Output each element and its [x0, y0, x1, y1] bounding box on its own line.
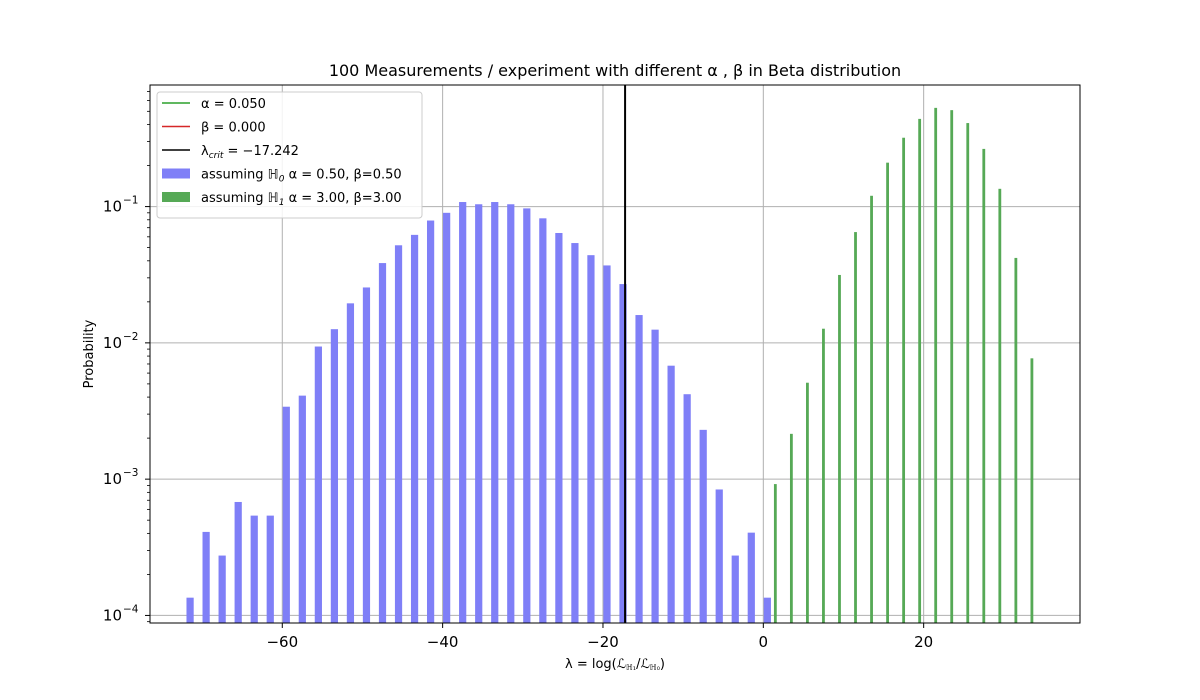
legend-label: α = 0.050: [201, 97, 266, 112]
h1-bar: [870, 195, 873, 623]
h1-bar: [789, 433, 793, 623]
y-tick-label-exponent: −3: [123, 467, 138, 479]
x-axis-label-part: ): [660, 657, 665, 672]
h0-bar: [346, 303, 355, 623]
h0-bar: [218, 555, 226, 623]
bars-group: [186, 107, 1034, 623]
h0-bar: [715, 489, 723, 623]
h1-bar: [934, 107, 938, 623]
x-tick-label: 0: [759, 633, 769, 651]
x-tick-label: −40: [427, 633, 459, 651]
chart-title: 100 Measurements / experiment with diffe…: [329, 61, 901, 80]
h0-bar: [330, 329, 339, 623]
h1-bar: [886, 162, 889, 623]
legend-label: β = 0.000: [201, 121, 266, 136]
h1-bar: [1014, 257, 1018, 623]
h0-bar: [475, 204, 483, 623]
h0-bar: [282, 406, 290, 623]
legend-label-part: = −17.242: [223, 144, 299, 159]
h0-bar: [555, 232, 563, 623]
legend-label-part: α = 3.00, β=3.00: [284, 191, 401, 206]
h0-bar: [298, 395, 306, 623]
legend-label-part: = 0.050: [210, 97, 266, 112]
h0-bar: [362, 287, 371, 623]
x-tick-label: −60: [266, 633, 298, 651]
h0-bar: [186, 597, 194, 623]
legend-label-part: β: [201, 121, 209, 136]
legend-label-subscript: 1: [279, 198, 285, 208]
legend-label: λcrit = −17.242: [201, 144, 299, 161]
h0-bar: [266, 515, 274, 623]
h0-bar: [314, 346, 322, 623]
h0-bar: [731, 555, 739, 623]
y-tick-label: 10: [103, 606, 122, 624]
h0-bar: [619, 284, 627, 623]
h0-bar: [571, 243, 579, 623]
h0-bar: [683, 394, 691, 623]
h0-bar: [394, 245, 403, 623]
h1-bar: [966, 123, 970, 623]
h0-bar: [587, 255, 595, 623]
legend-label: assuming ℍ1 α = 3.00, β=3.00: [201, 191, 402, 208]
h1-bar: [982, 148, 986, 623]
y-tick-label-exponent: −2: [123, 331, 138, 343]
h0-bar: [603, 265, 611, 623]
x-axis-label-part: /ℒ: [636, 657, 650, 672]
legend-patch-swatch: [162, 168, 190, 179]
y-tick-label: 10: [103, 198, 122, 216]
h0-bar: [763, 597, 771, 623]
h0-bar: [491, 202, 499, 623]
legend-patch-swatch: [162, 192, 190, 202]
x-tick-label: −20: [587, 633, 619, 651]
h1-bar: [950, 110, 954, 623]
legend-label-part: = 0.000: [209, 121, 265, 136]
h0-bar: [747, 532, 755, 623]
y-tick-label-exponent: −4: [123, 603, 139, 615]
h0-bar: [234, 501, 242, 623]
h0-bar: [523, 208, 531, 623]
legend-label-subscript: 0: [279, 174, 285, 184]
h1-bar: [998, 188, 1002, 623]
h1-bar: [822, 328, 825, 623]
h0-bar: [250, 515, 258, 623]
y-tick-label: 10: [103, 470, 122, 488]
h0-bar: [635, 315, 643, 623]
h0-bar: [699, 429, 707, 623]
h0-bar: [667, 365, 675, 623]
h0-bar: [426, 220, 435, 623]
legend-label-part: assuming ℍ: [201, 168, 279, 183]
legend-box: [156, 91, 423, 219]
legend-label: assuming ℍ0 α = 0.50, β=0.50: [201, 168, 402, 185]
h0-bar: [539, 218, 547, 623]
y-axis-label: Probability: [82, 319, 97, 388]
y-tick-label-exponent: −1: [123, 195, 138, 207]
h0-bar: [202, 531, 210, 623]
legend-label-part: λ: [201, 144, 209, 159]
legend-label-subscript: crit: [209, 151, 224, 161]
h1-bar: [806, 382, 809, 623]
x-axis-label-subscript: ℍ₀: [650, 663, 660, 672]
h0-bar: [459, 202, 467, 623]
legend-label-part: assuming ℍ: [201, 191, 279, 206]
x-axis-label-part: λ = log(ℒ: [565, 657, 626, 672]
h0-bar: [410, 234, 419, 623]
x-axis-label-subscript: ℍ₁: [626, 663, 636, 672]
y-tick-label: 10: [103, 334, 122, 352]
legend-label-part: α = 0.50, β=0.50: [284, 168, 401, 183]
axes-frame: [149, 84, 1081, 624]
legend-label-part: α: [201, 97, 210, 112]
x-tick-label: 20: [914, 633, 933, 651]
h1-bar: [1030, 358, 1034, 623]
h0-bar: [443, 212, 451, 623]
h0-bar: [507, 204, 515, 623]
h1-bar: [854, 232, 857, 623]
h1-bar: [918, 118, 922, 623]
x-axis-label: λ = log(ℒℍ₁/ℒℍ₀): [565, 657, 665, 672]
h1-bar: [838, 274, 841, 623]
h1-bar: [773, 484, 777, 623]
h0-bar: [378, 263, 387, 623]
h0-bar: [651, 329, 659, 623]
h1-bar: [902, 137, 906, 623]
